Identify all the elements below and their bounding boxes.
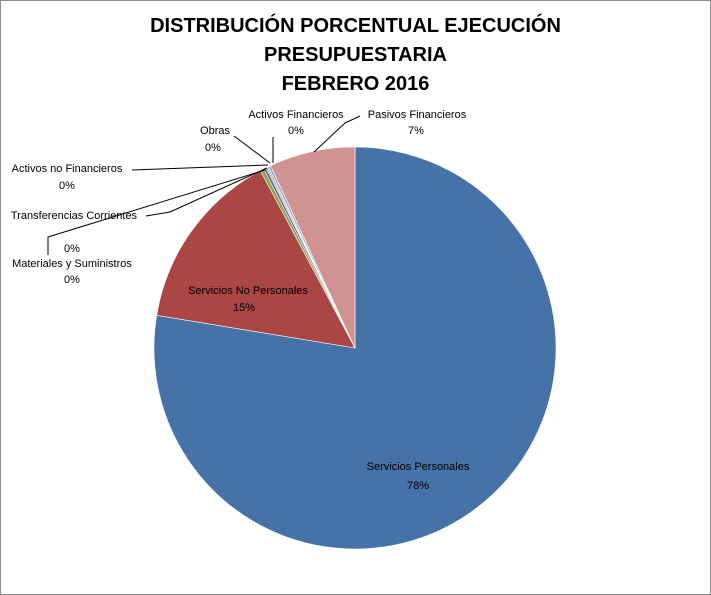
slice-pasivos-financieros xyxy=(270,146,356,349)
slice-servicios-no-personales xyxy=(156,170,356,349)
leader-line-activos-no-financieros xyxy=(131,164,269,171)
label-transferencias-name: Transferencias Corrientes xyxy=(11,210,138,222)
leader-line-obras xyxy=(233,135,271,164)
leader-line-materiales xyxy=(47,169,266,255)
chart-title-line-1: DISTRIBUCIÓN PORCENTUAL EJECUCIÓN xyxy=(150,15,561,37)
label-pasivos-financieros-pct: 7% xyxy=(408,125,424,137)
leader-line-pasivos-financieros xyxy=(313,115,361,153)
chart-title-line-3: FEBRERO 2016 xyxy=(281,73,430,95)
pie-slices xyxy=(153,146,557,550)
label-materiales-pct: 0% xyxy=(64,274,80,286)
data-labels: Servicios Personales 78% Servicios No Pe… xyxy=(11,109,470,492)
chart-title-line-2: PRESUPUESTARIA xyxy=(264,44,447,66)
leader-lines xyxy=(47,115,361,255)
label-servicios-no-personales-name: Servicios No Personales xyxy=(188,285,308,297)
leader-line-transferencias xyxy=(145,167,268,217)
label-obras-pct: 0% xyxy=(205,142,221,154)
label-obras-name: Obras xyxy=(200,125,230,137)
label-servicios-personales-pct: 78% xyxy=(407,480,429,492)
label-materiales-name: Materiales y Suministros xyxy=(12,258,132,270)
label-activos-financieros-name: Activos Financieros xyxy=(248,109,344,121)
chart-title: DISTRIBUCIÓN PORCENTUAL EJECUCIÓN PRESUP… xyxy=(0,12,711,99)
label-activos-no-financieros-name: Activos no Financieros xyxy=(12,163,123,175)
label-activos-financieros-pct: 0% xyxy=(288,125,304,137)
label-pasivos-financieros-name: Pasivos Financieros xyxy=(368,109,467,121)
label-activos-no-financieros-pct: 0% xyxy=(59,180,75,192)
label-servicios-no-personales-pct: 15% xyxy=(233,302,255,314)
label-servicios-personales-name: Servicios Personales xyxy=(367,461,470,473)
label-materiales-pct-top: 0% xyxy=(64,243,80,255)
